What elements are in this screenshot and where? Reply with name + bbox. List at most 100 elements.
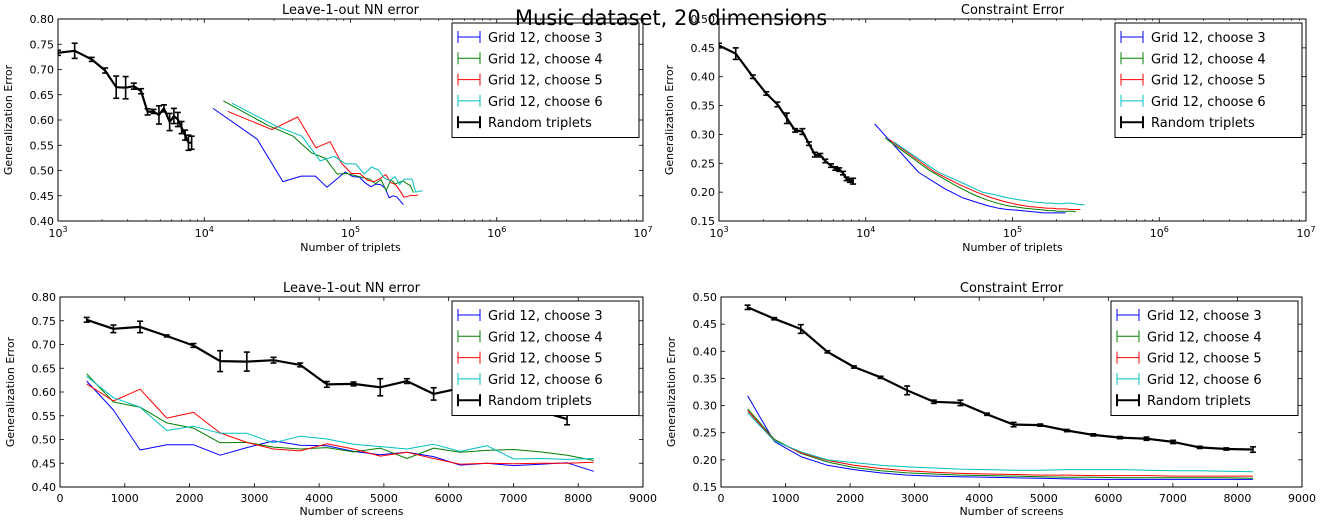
legend-label: Random triplets [1151,116,1255,131]
legend-label: Grid 12, choose 3 [488,309,603,324]
y-tick-label: 0.40 [32,481,57,494]
series-line-choose3 [212,107,404,206]
y-tick-label: 0.55 [30,139,55,152]
legend-label: Grid 12, choose 4 [1151,52,1266,67]
x-tick-label: 9000 [629,492,657,505]
series-line-random [747,306,1253,451]
x-tick-label: 107 [1296,225,1315,240]
legend-label: Grid 12, choose 3 [1147,309,1262,324]
y-tick-label: 0.20 [693,454,718,467]
y-tick-label: 0.50 [691,13,716,26]
y-tick-label: 0.25 [691,157,716,170]
panel-title: Constraint Error [960,281,1064,296]
x-tick-label: 0 [57,492,64,505]
x-tick-label: 6000 [1094,492,1122,505]
y-tick-label: 0.50 [32,434,57,447]
y-tick-label: 0.35 [693,372,718,385]
chart-panel-4: Constraint Error 0.15 0.20 0.25 0.30 0.35 0.40… [665,281,1316,518]
y-tick-label: 0.50 [30,165,55,178]
y-tick-label: 0.45 [30,190,55,203]
y-tick-label: 0.20 [691,186,716,199]
y-tick-label: 0.50 [693,291,718,304]
panel-title: Constraint Error [961,3,1065,18]
x-tick-label: 4000 [305,492,333,505]
y-tick-label: 0.75 [32,315,57,328]
legend: Grid 12, choose 3 Grid 12, choose 4 Grid 1… [1110,300,1299,416]
panel-title: Leave-1-out NN error [283,281,421,296]
x-tick-label: 103 [48,225,67,240]
y-tick-label: 0.40 [691,71,716,84]
x-tick-label: 2000 [836,492,864,505]
legend-label: Random triplets [488,394,592,409]
panel-title: Leave-1-out NN error [282,3,420,18]
series-line-choose5 [747,410,1253,477]
series-line-choose3 [747,395,1253,480]
legend-label: Random triplets [488,116,592,131]
x-tick-label: 9000 [1288,492,1316,505]
y-tick-label: 0.25 [693,427,718,440]
y-axis-label: Generalization Error [2,64,15,175]
legend: Grid 12, choose 3 Grid 12, choose 4 Grid 1… [451,300,640,416]
y-axis-label: Generalization Error [4,336,17,447]
chart-panel-1: Leave-1-out NN error 0.40 0.45 0.50 0.55 0.60… [2,3,653,254]
y-axis-label: Generalization Error [665,336,678,447]
x-axis-label: Number of screens [299,505,403,518]
y-tick-label: 0.40 [30,215,55,228]
x-tick-label: 104 [195,225,214,240]
y-axis-label: Generalization Error [663,64,676,175]
legend-label: Grid 12, choose 6 [1147,373,1262,388]
legend: Grid 12, choose 3 Grid 12, choose 4 Grid 1… [1114,22,1303,138]
legend-label: Grid 12, choose 5 [1147,352,1262,367]
x-tick-label: 104 [856,225,875,240]
x-tick-label: 1000 [111,492,139,505]
series-line-choose6 [86,375,594,460]
x-tick-label: 7000 [1159,492,1187,505]
series-line-choose6 [893,141,1085,206]
chart-panel-3: Leave-1-out NN error 0.40 0.45 0.50 0.55 0.60… [4,281,657,518]
legend-frame [1110,300,1299,416]
y-tick-label: 0.80 [30,13,55,26]
x-tick-label: 5000 [370,492,398,505]
y-tick-label: 0.15 [691,215,716,228]
legend-label: Grid 12, choose 4 [1147,330,1262,345]
figure-suptitle: Music dataset, 20 dimensions [515,6,827,30]
x-tick-label: 4000 [965,492,993,505]
y-tick-label: 0.45 [691,42,716,55]
y-tick-label: 0.70 [30,64,55,77]
legend-label: Grid 12, choose 4 [488,52,603,67]
legend-label: Grid 12, choose 5 [488,74,603,89]
y-tick-label: 0.65 [30,89,55,102]
series-line-random [86,318,568,421]
legend-label: Grid 12, choose 5 [488,352,603,367]
legend-frame [1114,22,1303,138]
y-tick-label: 0.75 [30,38,55,51]
legend-frame [451,22,640,138]
x-tick-label: 5000 [1030,492,1058,505]
legend-label: Grid 12, choose 3 [488,31,603,46]
y-tick-label: 0.65 [32,362,57,375]
x-axis-label: Number of screens [959,505,1063,518]
x-tick-label: 8000 [564,492,592,505]
series-line-choose6 [747,412,1253,473]
y-tick-label: 0.30 [691,128,716,141]
plot-frame [57,18,644,222]
x-tick-label: 107 [633,225,652,240]
x-tick-label: 2000 [176,492,204,505]
series-line-choose4 [884,137,1076,213]
legend-label: Grid 12, choose 6 [1151,95,1266,110]
x-tick-label: 6000 [435,492,463,505]
y-tick-label: 0.80 [32,291,57,304]
y-tick-label: 0.45 [693,318,718,331]
series-line-choose5 [889,139,1081,210]
x-tick-label: 8000 [1223,492,1251,505]
chart-panel-2: Constraint Error 0.15 0.20 0.25 0.30 0.35 0.40… [663,3,1316,254]
y-tick-label: 0.55 [32,410,57,423]
series-line-choose5 [86,383,594,465]
legend: Grid 12, choose 3 Grid 12, choose 4 Grid 1… [451,22,640,138]
legend-label: Grid 12, choose 3 [1151,31,1266,46]
y-tick-label: 0.40 [693,345,718,358]
series-line-random [58,49,192,144]
x-axis-label: Number of triplets [300,241,401,254]
plot-frame [720,296,1303,488]
